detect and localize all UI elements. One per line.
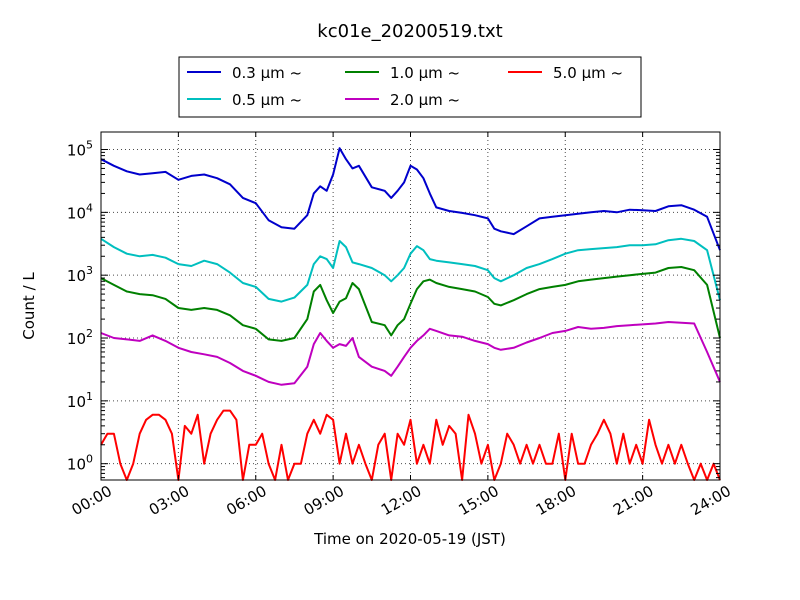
series-line-4: [100, 321, 721, 386]
y-tick-label: 100: [67, 453, 93, 474]
x-tick-label: 24:00: [688, 482, 734, 519]
x-axis-label: Time on 2020-05-19 (JST): [313, 530, 506, 548]
series-line-3: [100, 266, 721, 342]
x-tick-label: 09:00: [301, 482, 347, 519]
y-tick-label: 103: [67, 264, 93, 285]
x-tick-label: 15:00: [455, 482, 501, 519]
chart-title: kc01e_20200519.txt: [317, 21, 502, 42]
series-line-5: [100, 409, 721, 481]
x-tick-label: 06:00: [223, 482, 269, 519]
series-line-2: [100, 237, 721, 303]
x-tick-label: 03:00: [146, 482, 192, 519]
y-axis-label: Count / L: [20, 272, 38, 340]
x-tick-label: 18:00: [533, 482, 579, 519]
legend-label-2: 0.5 μm ~: [232, 91, 302, 109]
legend-label-3: 1.0 μm ~: [390, 64, 460, 82]
legend-frame: [178, 56, 642, 118]
legend-label-5: 5.0 μm ~: [553, 64, 623, 82]
legend-label-1: 0.3 μm ~: [232, 64, 302, 82]
series-line-1: [100, 147, 721, 251]
series-lines: [100, 147, 721, 481]
x-tick-label: 21:00: [610, 482, 656, 519]
legend: 0.3 μm ~ 0.5 μm ~ 1.0 μm ~ 2.0 μm ~ 5.0 μm ~: [178, 56, 642, 118]
y-tick-label: 102: [67, 327, 93, 348]
x-tick-label: 00:00: [69, 482, 115, 519]
y-tick-label: 105: [67, 139, 93, 160]
x-tick-label: 12:00: [378, 482, 424, 519]
legend-label-4: 2.0 μm ~: [390, 91, 460, 109]
y-tick-label: 101: [67, 390, 93, 411]
y-tick-label: 104: [67, 201, 93, 222]
